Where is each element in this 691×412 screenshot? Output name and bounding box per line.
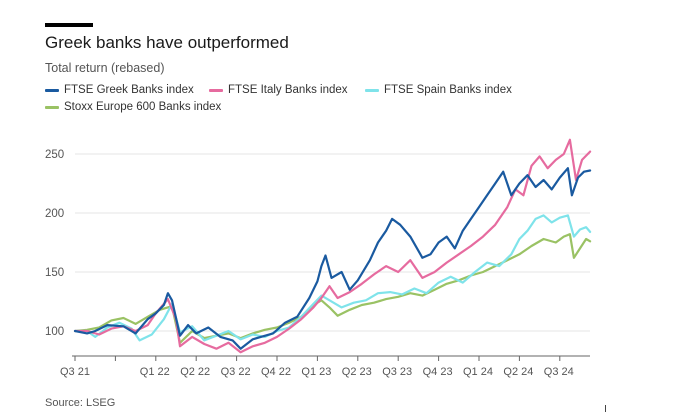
legend-label-stoxx: Stoxx Europe 600 Banks index <box>64 101 222 113</box>
legend: FTSE Greek Banks index FTSE Italy Banks … <box>45 84 565 124</box>
legend-label-spain: FTSE Spain Banks index <box>384 84 512 96</box>
legend-swatch-stoxx <box>45 105 59 109</box>
series-line-spain <box>73 214 592 342</box>
series-line-greek <box>73 167 592 350</box>
x-axis: Q3 21 Q1 22 Q2 22 Q3 22 Q4 22 Q1 23 Q2 23 Q3 23… <box>60 355 590 378</box>
chart-subtitle: Total return (rebased) <box>45 61 165 75</box>
legend-item-spain: FTSE Spain Banks index <box>365 84 512 96</box>
x-tick-label: Q1 22 <box>140 366 170 378</box>
x-tick-label: Q3 23 <box>382 366 412 378</box>
y-tick-label: 250 <box>45 149 64 161</box>
corner-mark <box>605 405 606 412</box>
x-tick-label: Q3 22 <box>221 366 251 378</box>
legend-item-stoxx: Stoxx Europe 600 Banks index <box>45 101 221 113</box>
x-tick-label: Q2 22 <box>180 366 210 378</box>
x-tick-label: Q1 23 <box>301 366 331 378</box>
x-tick-label: Q1 24 <box>463 366 493 378</box>
x-tick-label: Q4 22 <box>261 366 291 378</box>
legend-swatch-greek <box>45 88 59 92</box>
legend-label-greek: FTSE Greek Banks index <box>64 84 194 96</box>
legend-item-greek: FTSE Greek Banks index <box>45 84 194 96</box>
x-tick-label: Q3 21 <box>60 366 90 378</box>
y-tick-label: 200 <box>45 208 64 220</box>
x-tick-label: Q2 23 <box>342 366 372 378</box>
legend-item-italy: FTSE Italy Banks index <box>209 84 348 96</box>
legend-label-italy: FTSE Italy Banks index <box>228 84 348 96</box>
y-axis-tick-labels: 100 150 200 250 <box>45 149 64 338</box>
legend-swatch-italy <box>209 88 223 92</box>
legend-swatch-spain <box>365 88 379 92</box>
title-rule <box>45 23 93 27</box>
source-note: Source: LSEG <box>45 397 116 409</box>
chart-title: Greek banks have outperformed <box>45 33 289 52</box>
x-tick-label: Q2 24 <box>503 366 533 378</box>
gridlines <box>75 153 590 332</box>
series-line-italy <box>73 138 592 354</box>
y-tick-label: 100 <box>45 326 64 338</box>
x-tick-label: Q4 23 <box>423 366 453 378</box>
series-lines <box>73 138 592 354</box>
x-tick-label: Q3 24 <box>544 366 574 378</box>
y-tick-label: 150 <box>45 267 64 279</box>
